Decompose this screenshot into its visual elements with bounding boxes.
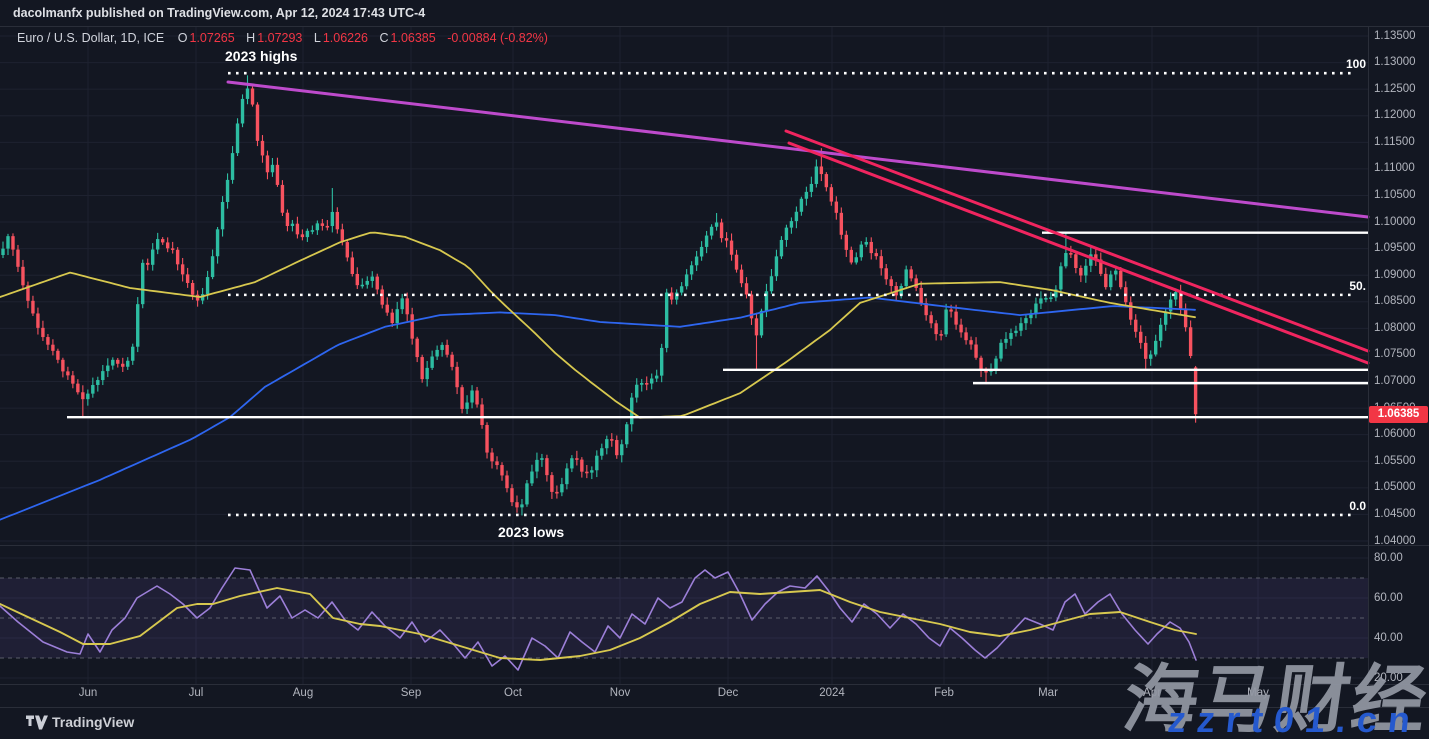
time-axis-label-mar: Mar — [1038, 687, 1058, 699]
price-axis-label: 1.10000 — [1374, 215, 1416, 228]
rsi-axis-label: 40.00 — [1374, 631, 1403, 644]
close-value: 1.06385 — [390, 31, 436, 45]
time-axis-label-may: May — [1247, 687, 1269, 699]
high-label: H — [246, 31, 256, 45]
price-axis-label: 1.11500 — [1374, 135, 1415, 148]
time-axis-label-jul: Jul — [188, 687, 204, 699]
symbol-legend[interactable]: Euro / U.S. Dollar, 1D, ICE O 1.07265 H 1.… — [17, 31, 550, 45]
price-axis-label: 1.08000 — [1374, 321, 1416, 334]
time-axis-label-sep: Sep — [400, 687, 422, 699]
annotation-2023-lows: 2023 lows — [498, 524, 565, 540]
time-axis-label-apr: Apr — [1143, 687, 1161, 699]
time-axis-label-nov: Nov — [609, 687, 631, 699]
tradingview-brand-text[interactable]: TradingView — [52, 714, 135, 730]
price-axis-label: 1.07000 — [1374, 375, 1416, 388]
price-axis-label: 1.12500 — [1374, 82, 1416, 95]
open-label: O — [177, 31, 188, 45]
high-value: 1.07293 — [257, 31, 303, 45]
footer-bar: TradingView — [0, 707, 1429, 739]
time-axis-label-aug: Aug — [292, 687, 314, 699]
price-axis-label: 1.09000 — [1374, 268, 1416, 281]
price-axis-label: 1.05000 — [1374, 481, 1416, 494]
price-axis-label: 1.13500 — [1374, 29, 1416, 42]
change-value: -0.00884 (-0.82%) — [447, 31, 548, 45]
fib-level-label: 0.0 — [1349, 498, 1366, 513]
price-axis-label: 1.04000 — [1374, 534, 1416, 547]
price-axis-label: 1.05500 — [1374, 454, 1416, 467]
price-axis-label: 1.10500 — [1374, 188, 1416, 201]
time-axis-label-dec: Dec — [717, 687, 739, 699]
time-axis-label-2024: 2024 — [819, 687, 845, 699]
price-axis-label: 1.07500 — [1374, 348, 1416, 361]
rsi-axis-label: 20.00 — [1374, 671, 1403, 684]
time-axis-label-oct: Oct — [504, 687, 522, 699]
time-axis-label-jun: Jun — [78, 687, 98, 699]
watermark-site: zzrt01.cn — [1165, 699, 1424, 739]
rsi-axis-label: 80.00 — [1374, 551, 1403, 564]
price-axis-label: 1.04500 — [1374, 507, 1416, 520]
price-axis-label: 1.08500 — [1374, 295, 1416, 308]
fib-level-label: 100 — [1345, 57, 1366, 72]
fib-level-label: 50. — [1349, 278, 1366, 293]
last-price-label: 1.06385 — [1369, 405, 1428, 423]
price-axis-label: 1.09500 — [1374, 242, 1416, 255]
publisher-line: dacolmanfx published on TradingView.com,… — [13, 6, 426, 20]
price-axis-label: 1.13000 — [1374, 56, 1416, 69]
low-label: L — [313, 31, 321, 45]
symbol-title: Euro / U.S. Dollar, 1D, ICE — [17, 31, 165, 45]
open-value: 1.07265 — [189, 31, 235, 45]
price-axis-label: 1.12000 — [1374, 109, 1416, 122]
tradingview-logo-icon[interactable] — [26, 715, 48, 735]
low-value: 1.06226 — [322, 31, 369, 45]
price-axis-label: 1.11000 — [1374, 162, 1415, 175]
time-axis-label-feb: Feb — [934, 687, 954, 699]
price-axis-label: 1.06000 — [1374, 428, 1416, 441]
close-label: C — [379, 31, 389, 45]
annotation-2023-highs: 2023 highs — [225, 48, 298, 64]
rsi-axis-label: 60.00 — [1374, 591, 1403, 604]
